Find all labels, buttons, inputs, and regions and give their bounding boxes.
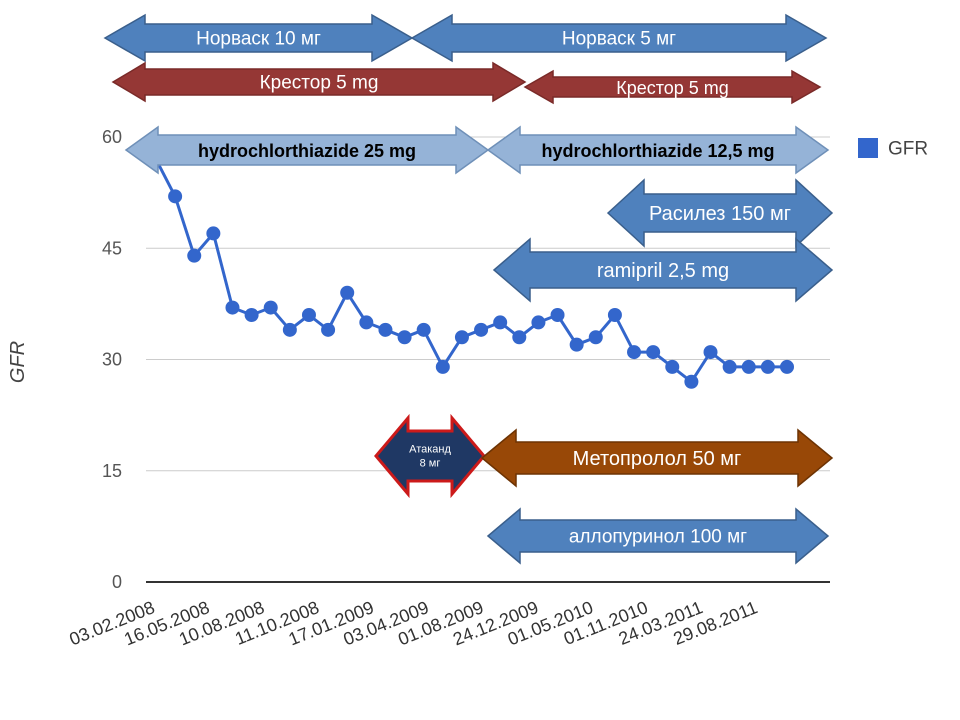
data-point: [244, 308, 259, 322]
data-point: [627, 345, 642, 360]
medication-arrow-shape: [111, 61, 527, 103]
data-point: [378, 322, 393, 337]
data-point: [760, 359, 775, 374]
medication-arrows: Норваск 10 мг Норваск 5 мг Крестор 5 mg Кре…: [103, 13, 834, 565]
medication-label: Норваск 5 мг: [562, 29, 676, 50]
data-point: [397, 330, 412, 345]
y-tick-label: 15: [102, 461, 122, 481]
data-point: [703, 345, 718, 360]
data-point: [416, 322, 431, 337]
medication-label: hydrochlorthiazide 25 mg: [198, 141, 416, 161]
medication-arrow: hydrochlorthiazide 12,5 mg: [486, 125, 830, 175]
y-axis-title: GFR: [7, 341, 29, 383]
data-point: [722, 359, 737, 374]
data-point: [531, 315, 546, 330]
medication-arrow: Норваск 10 мг: [103, 13, 414, 63]
y-tick-label: 0: [112, 572, 122, 592]
medication-label: Метопролол 50 мг: [573, 448, 742, 470]
y-axis-ticks: 0 15 30 45 60: [102, 127, 122, 592]
medication-arrow: Расилез 150 мг: [606, 178, 834, 248]
medication-label: Крестор 5 mg: [616, 78, 729, 98]
x-axis-ticks: 03.02.200816.05.200810.08.200811.10.2008…: [66, 597, 760, 649]
medication-arrow: ramipril 2,5 mg: [492, 237, 834, 303]
data-point: [435, 359, 450, 374]
data-point: [665, 359, 680, 374]
series-layer: [149, 152, 794, 389]
data-point: [321, 322, 336, 337]
medication-arrow: Крестор 5 mg: [111, 61, 527, 103]
data-point: [741, 359, 756, 374]
medication-label: ramipril 2,5 mg: [597, 260, 729, 282]
medication-label: аллопуринол 100 мг: [569, 527, 747, 548]
data-point: [550, 308, 565, 322]
y-tick-label: 60: [102, 127, 122, 147]
medication-label: Крестор 5 mg: [260, 73, 379, 94]
legend-label: GFR: [888, 139, 928, 160]
medication-arrow-shape: [480, 428, 834, 488]
medication-label: Атаканд 8 мг: [409, 443, 451, 469]
medication-label: Норваск 10 мг: [196, 29, 321, 50]
data-point: [187, 248, 202, 263]
data-point: [340, 285, 355, 300]
data-point: [359, 315, 374, 330]
series-line: [154, 158, 787, 384]
data-point: [588, 330, 603, 345]
medication-arrow: Норваск 5 мг: [410, 13, 828, 63]
data-point: [263, 300, 278, 315]
medication-arrow-shape: [374, 413, 486, 499]
data-point: [607, 308, 622, 322]
medication-arrow: аллопуринол 100 мг: [486, 507, 830, 565]
data-point: [474, 322, 489, 337]
data-point: [206, 226, 221, 241]
medication-label: hydrochlorthiazide 12,5 mg: [541, 141, 774, 161]
medication-arrow-shape: [486, 125, 830, 175]
data-point: [168, 189, 183, 204]
medication-arrow-shape: [486, 507, 830, 565]
medication-arrow-shape: [523, 69, 822, 105]
medication-arrow-shape: [606, 178, 834, 248]
data-point: [646, 345, 661, 360]
data-point: [569, 337, 584, 352]
medication-arrow-shape: [410, 13, 828, 63]
medication-arrow: hydrochlorthiazide 25 mg: [124, 125, 490, 175]
data-point: [282, 322, 297, 337]
legend-swatch: [858, 138, 878, 158]
data-point: [225, 300, 240, 315]
medication-label: Расилез 150 мг: [649, 203, 791, 225]
legend: GFR: [858, 138, 928, 160]
medication-arrow: Атаканд 8 мг: [374, 413, 486, 499]
y-tick-label: 30: [102, 350, 122, 370]
data-point: [684, 374, 699, 389]
data-point: [301, 308, 316, 322]
data-point: [493, 315, 508, 330]
y-tick-label: 45: [102, 238, 122, 258]
data-point: [454, 330, 469, 345]
data-point: [780, 359, 794, 374]
medication-arrow-shape: [492, 237, 834, 303]
medication-arrow: Метопролол 50 мг: [480, 428, 834, 488]
data-point: [512, 330, 527, 345]
medication-arrow: Крестор 5 mg: [523, 69, 822, 105]
